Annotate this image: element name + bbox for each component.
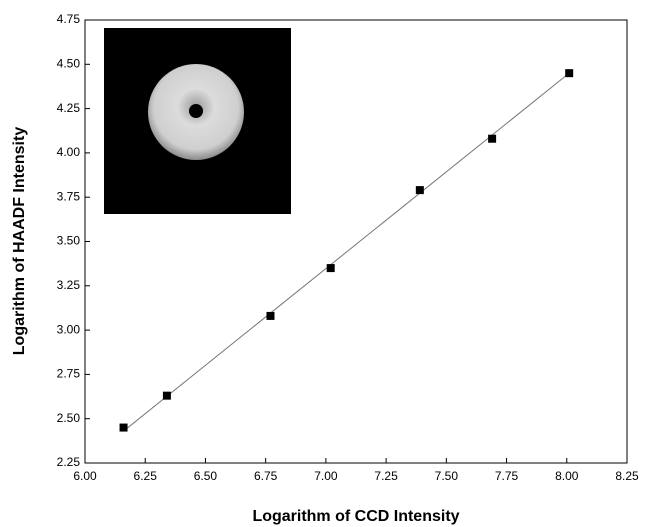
x-tick-label: 8.00 xyxy=(555,469,579,483)
data-point xyxy=(120,424,128,432)
y-tick-label: 3.75 xyxy=(57,189,81,203)
y-tick-label: 4.75 xyxy=(57,12,81,26)
x-tick-label: 6.00 xyxy=(73,469,97,483)
x-tick-label: 7.50 xyxy=(435,469,459,483)
inset-image xyxy=(104,28,291,214)
x-tick-label: 7.00 xyxy=(314,469,338,483)
y-tick-label: 2.25 xyxy=(57,455,81,469)
y-axis-title: Logarithm of HAADF Intensity xyxy=(11,127,28,356)
chart: Logarithm of CCD Intensity Logarithm of … xyxy=(0,0,648,527)
data-point xyxy=(565,69,573,77)
data-point xyxy=(416,186,424,194)
y-tick-label: 3.25 xyxy=(57,278,81,292)
data-point xyxy=(163,392,171,400)
data-point xyxy=(266,312,274,320)
y-tick-label: 3.00 xyxy=(57,322,81,336)
y-tick-label: 4.50 xyxy=(57,56,81,70)
y-tick-label: 2.75 xyxy=(57,367,81,381)
x-tick-label: 7.75 xyxy=(495,469,519,483)
x-tick-label: 6.25 xyxy=(134,469,158,483)
data-point xyxy=(488,135,496,143)
y-tick-label: 3.50 xyxy=(57,234,81,248)
y-tick-label: 2.50 xyxy=(57,411,81,425)
x-tick-label: 6.50 xyxy=(194,469,218,483)
data-point xyxy=(327,264,335,272)
y-tick-label: 4.25 xyxy=(57,101,81,115)
x-tick-label: 8.25 xyxy=(615,469,639,483)
y-tick-label: 4.00 xyxy=(57,145,81,159)
page: Logarithm of CCD Intensity Logarithm of … xyxy=(0,0,648,527)
x-tick-label: 7.25 xyxy=(374,469,398,483)
x-axis-title: Logarithm of CCD Intensity xyxy=(252,508,459,525)
x-tick-label: 6.75 xyxy=(254,469,278,483)
